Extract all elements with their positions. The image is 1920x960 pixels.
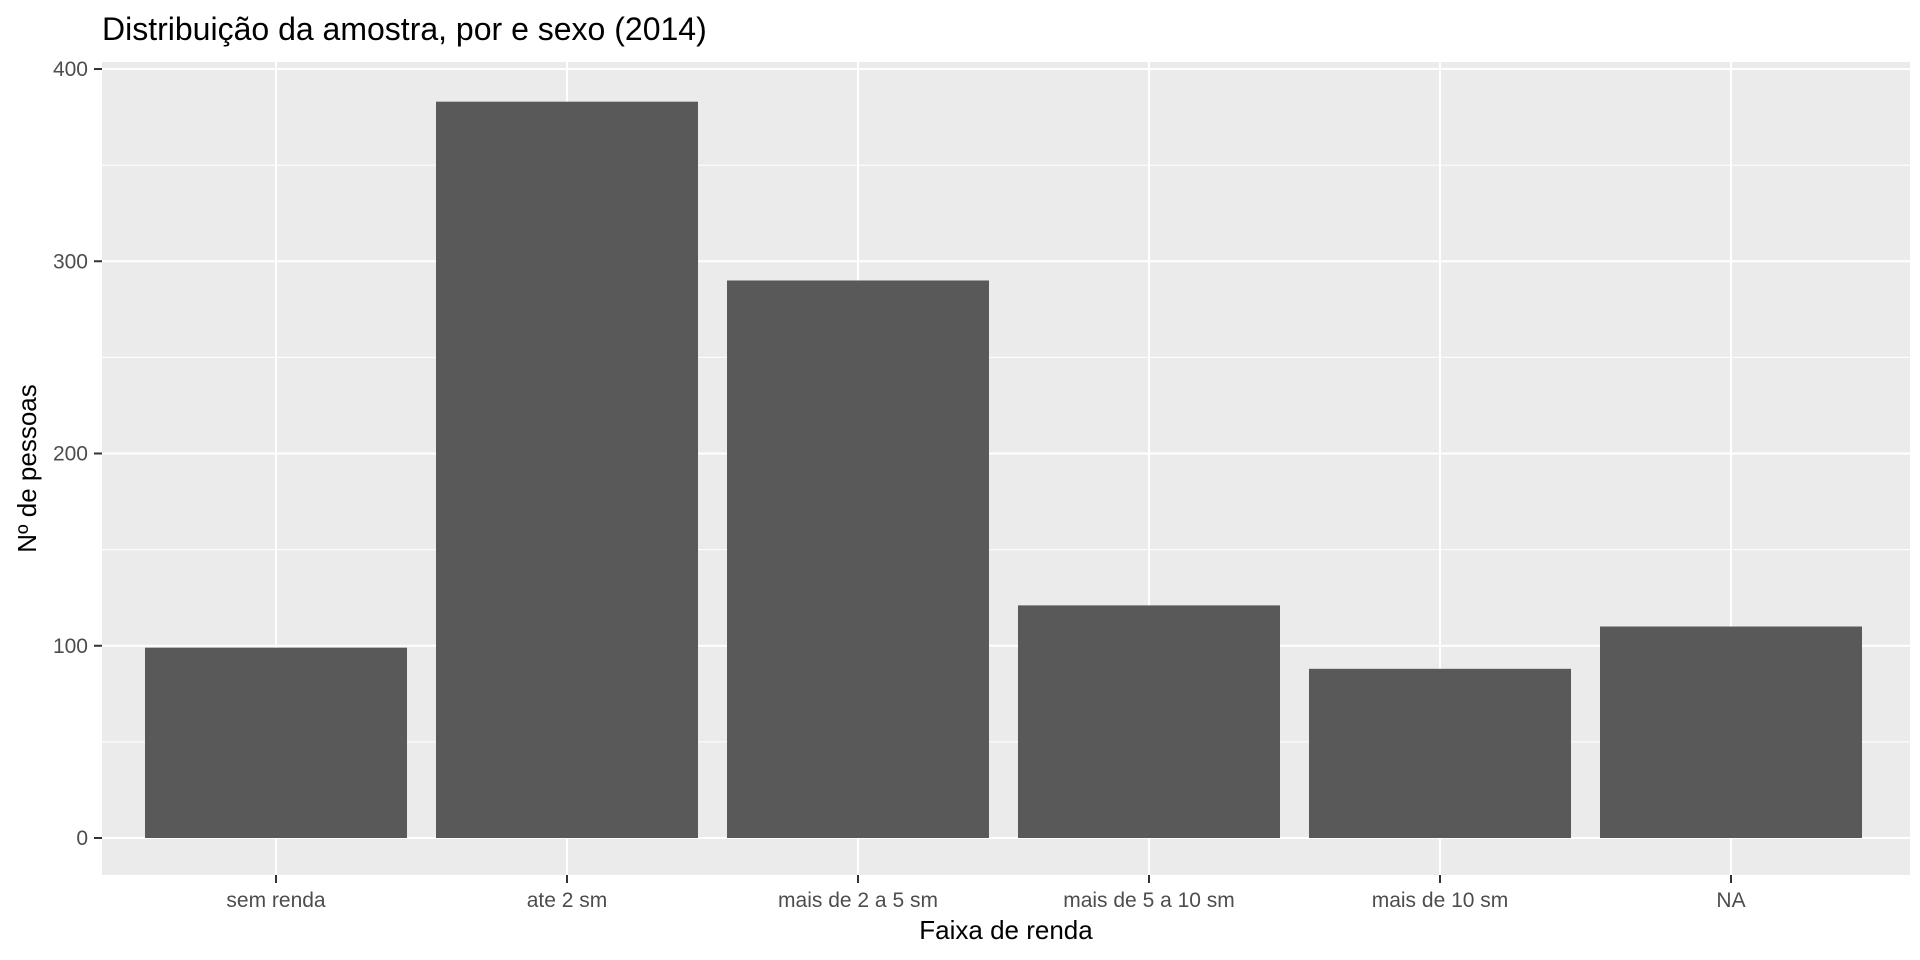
bar-sem-renda (145, 647, 407, 838)
x-axis-title: Faixa de renda (919, 915, 1093, 945)
y-tick-label: 200 (53, 443, 88, 466)
bar-mais-de-2-a-5-sm (727, 280, 989, 839)
x-tick-label: mais de 2 a 5 sm (778, 889, 938, 912)
bar-mais-de-10-sm (1309, 668, 1571, 838)
y-tick-label: 400 (53, 58, 88, 81)
y-tick-label: 0 (76, 827, 88, 850)
x-tick-label: mais de 10 sm (1372, 889, 1509, 912)
bar-na (1600, 626, 1862, 838)
x-axis: sem renda ate 2 sm mais de 2 a 5 sm mais de… (226, 875, 1746, 912)
y-axis: 0 100 200 300 400 (53, 58, 102, 850)
bar-mais-de-5-a-10-sm (1018, 605, 1280, 838)
chart-title: Distribuição da amostra, por e sexo (201… (102, 11, 707, 47)
bar-ate-2-sm (436, 101, 698, 839)
x-tick-label: NA (1716, 889, 1745, 912)
y-tick-label: 100 (53, 635, 88, 658)
x-tick-label: ate 2 sm (527, 889, 608, 912)
x-tick-label: sem renda (226, 889, 326, 912)
bars-group (145, 101, 1862, 839)
y-axis-title: Nº de pessoas (12, 384, 42, 552)
x-tick-label: mais de 5 a 10 sm (1063, 889, 1235, 912)
y-tick-label: 300 (53, 250, 88, 273)
